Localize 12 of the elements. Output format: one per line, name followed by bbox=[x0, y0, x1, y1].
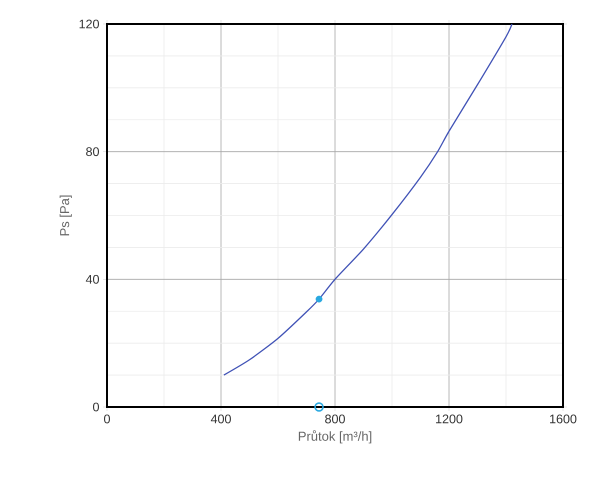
x-tick-label: 400 bbox=[210, 414, 231, 424]
x-tick-label: 1200 bbox=[436, 414, 462, 424]
x-tick-label: 0 bbox=[104, 414, 110, 424]
y-tick-label: 0 bbox=[93, 402, 99, 412]
y-axis-title: Ps [Pa] bbox=[60, 195, 72, 236]
x-tick-label: 800 bbox=[325, 414, 345, 424]
x-tick-label: 1600 bbox=[550, 414, 576, 424]
y-tick-label: 80 bbox=[86, 147, 99, 156]
line-series bbox=[223, 24, 513, 376]
x-axis-title: Průtok [m³/h] bbox=[298, 430, 372, 444]
y-tick-label: 120 bbox=[80, 20, 99, 28]
y-tick-label: 40 bbox=[86, 274, 99, 284]
